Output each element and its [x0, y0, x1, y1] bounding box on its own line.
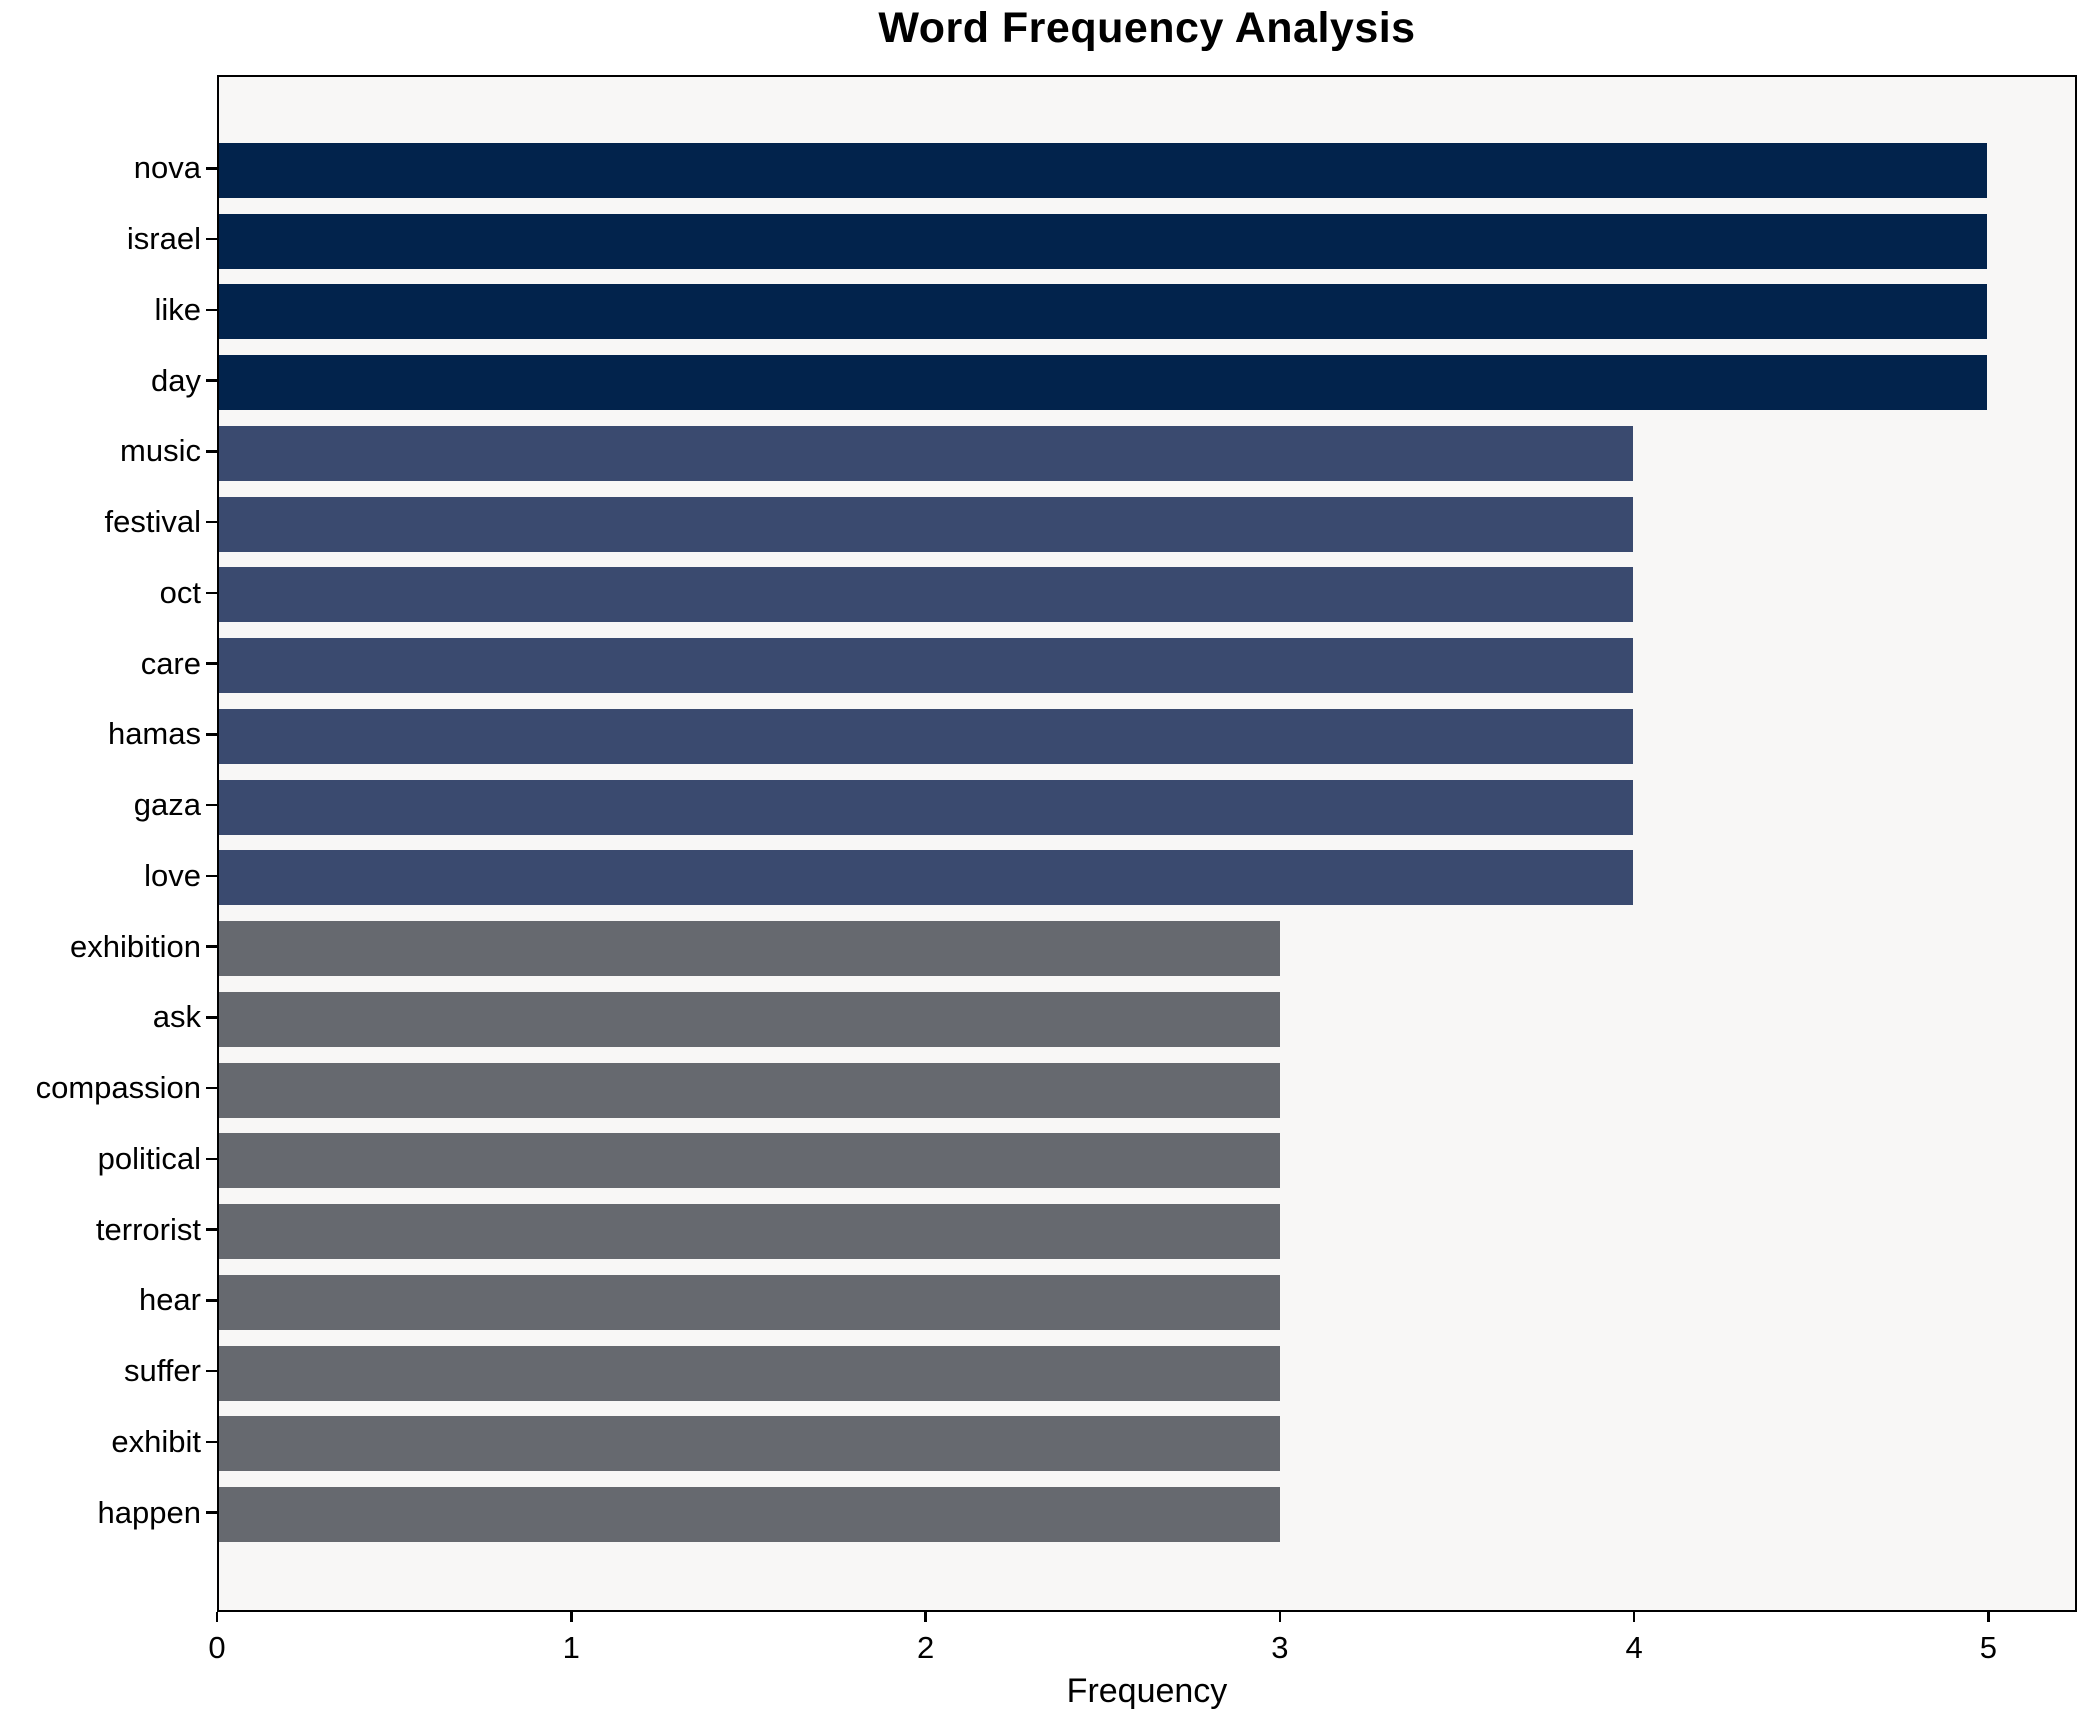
bar-compassion — [219, 1062, 1280, 1118]
y-tick-mark — [206, 379, 217, 382]
y-tick-mark — [206, 945, 217, 948]
y-tick-mark — [206, 874, 217, 878]
bar-oct — [219, 567, 1634, 623]
x-tick-label-1: 1 — [562, 1630, 580, 1665]
bar-gaza — [219, 779, 1634, 835]
y-tick-mark — [206, 1157, 217, 1161]
plot-area — [217, 75, 2077, 1612]
y-tick-mark — [206, 167, 217, 170]
y-tick-mark — [206, 1511, 217, 1514]
x-tick-mark — [570, 1612, 573, 1622]
y-tick-label-gaza: gaza — [133, 787, 201, 823]
y-tick-label-suffer: suffer — [124, 1353, 201, 1389]
y-tick-mark — [206, 1440, 217, 1444]
y-tick-mark — [206, 1016, 217, 1019]
y-tick-mark — [206, 1369, 217, 1373]
y-tick-mark — [206, 450, 217, 453]
y-tick-label-hear: hear — [138, 1282, 201, 1318]
y-tick-mark — [206, 520, 217, 524]
bar-happen — [219, 1487, 1280, 1543]
x-tick-mark — [1278, 1612, 1282, 1622]
y-tick-label-music: music — [120, 433, 201, 469]
y-tick-label-oct: oct — [159, 574, 201, 610]
x-tick-label-0: 0 — [208, 1630, 226, 1665]
y-tick-label-like: like — [154, 291, 201, 327]
bar-music — [219, 425, 1634, 481]
y-tick-label-nova: nova — [133, 150, 201, 186]
x-tick-mark — [215, 1612, 219, 1622]
bar-love — [219, 850, 1634, 906]
y-tick-mark — [206, 803, 217, 807]
x-tick-label-3: 3 — [1271, 1630, 1289, 1665]
bar-festival — [219, 496, 1634, 552]
bar-suffer — [219, 1345, 1280, 1401]
x-axis-label: Frequency — [1066, 1672, 1228, 1710]
bar-like — [219, 284, 1987, 340]
bar-nova — [219, 142, 1987, 198]
y-tick-mark — [206, 1228, 217, 1231]
bar-israel — [219, 213, 1987, 269]
y-tick-label-exhibition: exhibition — [70, 928, 201, 964]
y-tick-mark — [206, 733, 217, 736]
x-tick-label-5: 5 — [1979, 1630, 1998, 1665]
y-tick-mark — [206, 1299, 217, 1302]
y-tick-mark — [206, 1086, 217, 1090]
x-tick-label-4: 4 — [1625, 1630, 1643, 1665]
y-tick-label-ask: ask — [152, 999, 201, 1035]
bar-exhibit — [219, 1416, 1280, 1472]
bar-political — [219, 1133, 1280, 1189]
y-tick-label-political: political — [97, 1140, 201, 1176]
bar-day — [219, 355, 1987, 411]
y-tick-label-hamas: hamas — [107, 716, 201, 752]
y-tick-mark — [206, 308, 217, 312]
x-tick-mark — [924, 1612, 927, 1622]
y-tick-label-happen: happen — [97, 1494, 201, 1530]
y-tick-mark — [206, 237, 217, 241]
y-tick-mark — [206, 591, 217, 595]
y-tick-label-israel: israel — [126, 221, 201, 257]
bars-layer — [219, 77, 2075, 1610]
chart-title: Word Frequency Analysis — [878, 4, 1416, 52]
x-tick-mark — [1632, 1612, 1636, 1622]
bar-ask — [219, 991, 1280, 1047]
bar-exhibition — [219, 921, 1280, 977]
x-tick-mark — [1987, 1612, 1990, 1622]
bar-hamas — [219, 708, 1634, 764]
bar-hear — [219, 1274, 1280, 1330]
y-tick-label-festival: festival — [104, 504, 201, 540]
y-tick-label-love: love — [144, 857, 201, 893]
y-tick-label-care: care — [140, 645, 201, 681]
x-tick-label-2: 2 — [916, 1630, 935, 1665]
y-tick-label-exhibit: exhibit — [111, 1423, 201, 1459]
y-tick-label-day: day — [151, 362, 201, 398]
y-tick-mark — [206, 662, 217, 665]
bar-care — [219, 638, 1634, 694]
y-tick-label-terrorist: terrorist — [95, 1211, 201, 1247]
bar-terrorist — [219, 1204, 1280, 1260]
y-tick-label-compassion: compassion — [35, 1070, 201, 1106]
